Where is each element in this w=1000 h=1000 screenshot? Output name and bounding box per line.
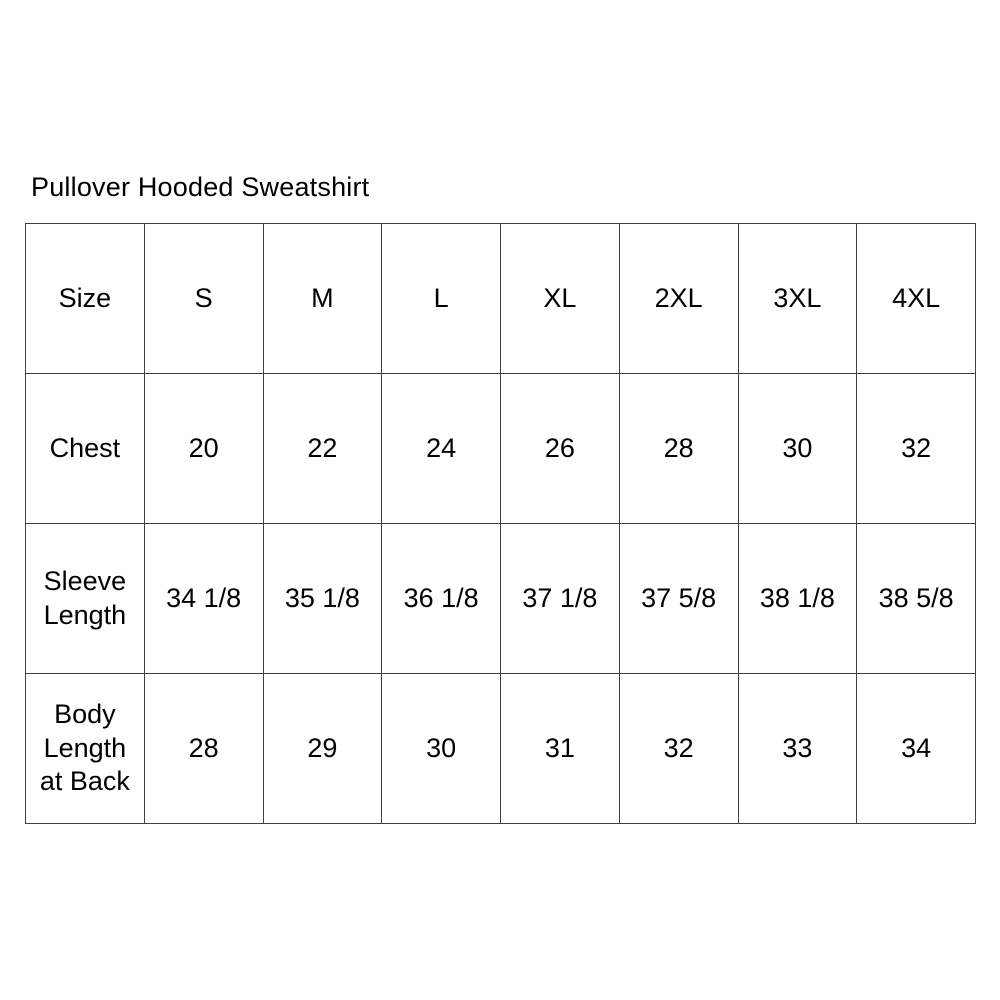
data-cell: 26 <box>500 373 620 524</box>
header-cell-xl: XL <box>500 223 620 374</box>
data-cell: 38 1/8 <box>737 523 858 674</box>
data-cell: 29 <box>262 673 383 824</box>
size-chart-table: Size S M L XL 2XL 3XL 4XL Chest 20 22 24… <box>25 223 976 824</box>
header-cell-s: S <box>143 223 264 374</box>
data-cell: 34 1/8 <box>143 523 264 674</box>
data-cell: 32 <box>856 373 976 524</box>
data-cell: 28 <box>143 673 264 824</box>
header-cell-4xl: 4XL <box>856 223 976 374</box>
data-cell: 36 1/8 <box>381 523 501 674</box>
header-cell-size: Size <box>25 223 145 374</box>
data-cell: 30 <box>381 673 501 824</box>
table-row-chest: Chest 20 22 24 26 28 30 32 <box>25 373 976 524</box>
row-label-sleeve-length: Sleeve Length <box>25 523 145 674</box>
header-cell-m: M <box>262 223 383 374</box>
data-cell: 28 <box>618 373 739 524</box>
page-title: Pullover Hooded Sweatshirt <box>31 172 370 202</box>
header-cell-3xl: 3XL <box>737 223 858 374</box>
table-row-sleeve-length: Sleeve Length 34 1/8 35 1/8 36 1/8 37 1/… <box>25 523 976 674</box>
row-label-body-length-at-back: Body Length at Back <box>25 673 145 824</box>
data-cell: 20 <box>143 373 264 524</box>
table-row-body-length-at-back: Body Length at Back 28 29 30 31 32 33 34 <box>25 673 976 824</box>
data-cell: 30 <box>737 373 858 524</box>
data-cell: 24 <box>381 373 501 524</box>
data-cell: 22 <box>262 373 383 524</box>
header-cell-l: L <box>381 223 501 374</box>
table-header-row: Size S M L XL 2XL 3XL 4XL <box>25 223 976 374</box>
header-cell-2xl: 2XL <box>618 223 739 374</box>
row-label-chest: Chest <box>25 373 145 524</box>
data-cell: 33 <box>737 673 858 824</box>
data-cell: 35 1/8 <box>262 523 383 674</box>
data-cell: 32 <box>618 673 739 824</box>
data-cell: 37 5/8 <box>618 523 739 674</box>
data-cell: 34 <box>856 673 976 824</box>
data-cell: 37 1/8 <box>500 523 620 674</box>
data-cell: 31 <box>500 673 620 824</box>
data-cell: 38 5/8 <box>856 523 976 674</box>
